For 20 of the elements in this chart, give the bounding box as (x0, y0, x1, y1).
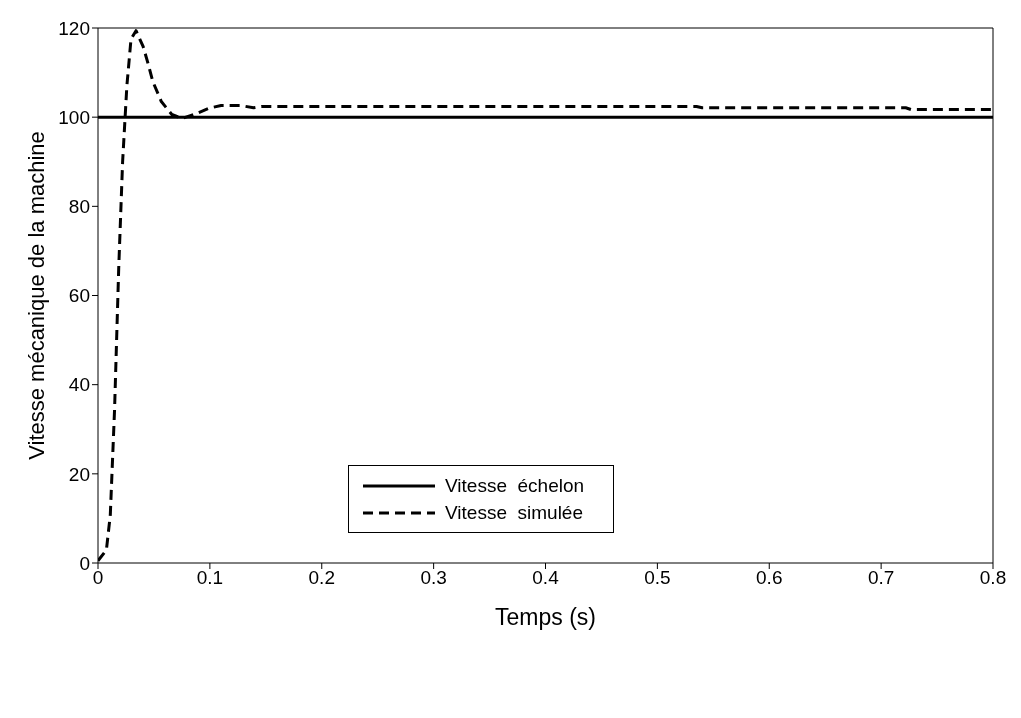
y-tick-label: 60 (68, 285, 90, 307)
x-tick-label: 0.8 (979, 567, 1007, 589)
y-tick-label: 100 (58, 106, 90, 128)
x-axis-title: Temps (s) (495, 604, 596, 630)
y-tick-label: 80 (68, 196, 90, 218)
x-tick-label: 0.7 (867, 567, 895, 589)
y-tick-label: 40 (68, 374, 90, 396)
x-tick-label: 0.2 (308, 567, 335, 589)
x-tick-label: 0.6 (756, 567, 783, 589)
legend-label: Vitesse échelon (445, 474, 585, 497)
x-tick-label: 0 (92, 567, 104, 589)
y-tick-label: 20 (68, 463, 90, 485)
y-tick-label: 120 (58, 17, 90, 39)
x-tick-label: 0.4 (532, 567, 560, 589)
y-axis-title: Vitesse mécanique de la machine (23, 131, 49, 460)
x-tick-label: 0.5 (644, 567, 671, 589)
y-tick-label: 0 (79, 552, 90, 574)
legend-label: Vitesse simulée (445, 501, 583, 524)
x-tick-label: 0.1 (196, 567, 224, 589)
x-tick-label: 0.3 (420, 567, 447, 589)
